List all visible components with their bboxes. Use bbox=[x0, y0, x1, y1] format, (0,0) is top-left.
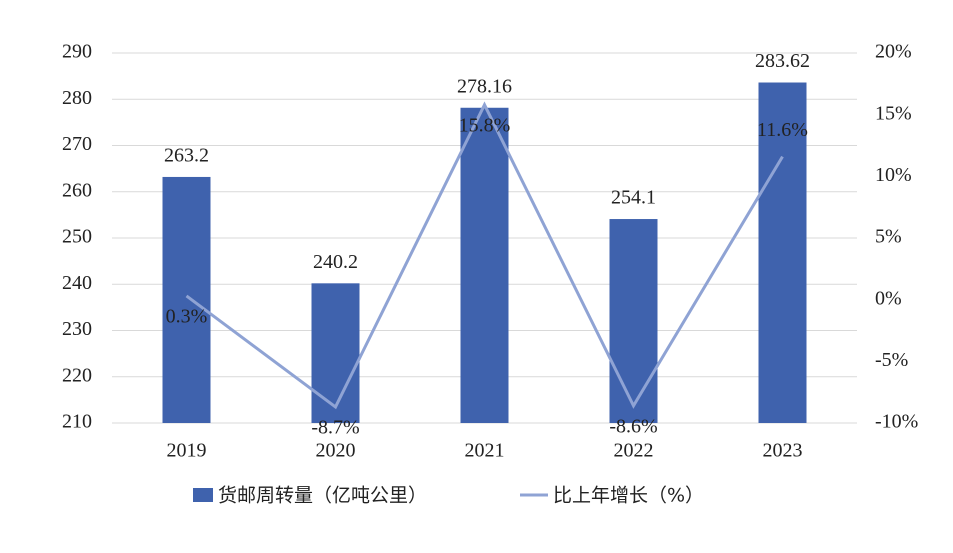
y2-tick-label: -5% bbox=[875, 349, 908, 371]
bar bbox=[162, 176, 211, 423]
bar-value-label: 263.2 bbox=[164, 145, 209, 167]
bar-value-label: 254.1 bbox=[611, 187, 656, 209]
y-tick-label: 210 bbox=[62, 411, 92, 433]
y2-tick-label: 5% bbox=[875, 226, 902, 248]
y2-tick-label: 15% bbox=[875, 102, 912, 124]
y-tick-label: 290 bbox=[62, 41, 92, 63]
y-tick-label: 250 bbox=[62, 226, 92, 248]
line-value-label: 0.3% bbox=[166, 306, 208, 328]
legend-swatch bbox=[193, 488, 213, 502]
y-tick-label: 260 bbox=[62, 179, 92, 201]
y-tick-label: 240 bbox=[62, 272, 92, 294]
line-value-label: -8.6% bbox=[609, 415, 657, 437]
x-tick-label: 2021 bbox=[465, 440, 505, 462]
x-tick-label: 2023 bbox=[763, 440, 803, 462]
y2-tick-label: 20% bbox=[875, 41, 912, 63]
y-tick-label: 270 bbox=[62, 133, 92, 155]
y2-tick-label: 10% bbox=[875, 164, 912, 186]
y-tick-label: 220 bbox=[62, 364, 92, 386]
bar-value-label: 240.2 bbox=[313, 251, 358, 273]
bar bbox=[311, 283, 360, 423]
legend-label: 货邮周转量（亿吨公里） bbox=[218, 485, 427, 507]
y2-tick-label: 0% bbox=[875, 287, 902, 309]
bar bbox=[460, 107, 509, 423]
line-value-label: 11.6% bbox=[757, 119, 808, 141]
line-value-label: 15.8% bbox=[459, 114, 511, 136]
y2-tick-label: -10% bbox=[875, 411, 918, 433]
bar bbox=[609, 219, 658, 423]
legend-label: 比上年增长（%） bbox=[553, 485, 704, 507]
x-tick-label: 2019 bbox=[167, 440, 207, 462]
y-tick-label: 280 bbox=[62, 87, 92, 109]
line-value-label: -8.7% bbox=[311, 417, 359, 439]
bar-value-label: 283.62 bbox=[755, 50, 810, 72]
x-tick-label: 2022 bbox=[614, 440, 654, 462]
bar-value-label: 278.16 bbox=[457, 75, 512, 97]
x-tick-label: 2020 bbox=[316, 440, 356, 462]
y-tick-label: 230 bbox=[62, 318, 92, 340]
bar bbox=[758, 82, 807, 423]
line bbox=[185, 101, 784, 410]
